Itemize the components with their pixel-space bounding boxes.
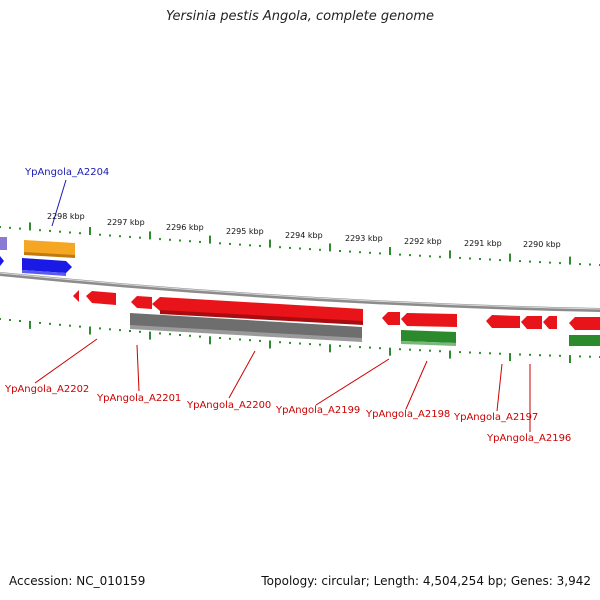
feature-red-a2200-shade	[160, 310, 363, 325]
feature-grey-shade	[130, 325, 362, 342]
feature-red-right[interactable]	[569, 317, 600, 330]
label-ypangola-a2198[interactable]: YpAngola_A2198	[365, 409, 450, 420]
feature-orange-shade	[24, 252, 75, 258]
feature-green-1-shade	[401, 341, 456, 346]
callout-lines	[34, 179, 531, 432]
feature-blue-left[interactable]	[0, 256, 4, 266]
gene-labels: YpAngola_A2204 YpAngola_A2202 YpAngola_A…	[4, 167, 571, 444]
feature-blue-shade	[22, 270, 66, 276]
feature-red-2[interactable]	[86, 291, 116, 305]
feature-red-a2198[interactable]	[401, 313, 457, 327]
label-ypangola-a2200[interactable]: YpAngola_A2200	[186, 400, 271, 411]
label-ypangola-a2196[interactable]: YpAngola_A2196	[486, 433, 571, 444]
genome-backbone	[0, 272, 600, 312]
topology-text: Topology: circular; Length: 4,504,254 bp…	[261, 574, 591, 588]
feature-red-a2200[interactable]	[152, 297, 363, 322]
feature-orange[interactable]	[24, 240, 75, 256]
feature-red-1[interactable]	[73, 290, 79, 302]
feature-purple[interactable]	[0, 237, 7, 250]
label-ypangola-a2201[interactable]: YpAngola_A2201	[96, 393, 181, 404]
scale-label: 2296 kbp	[166, 223, 204, 232]
scale-label: 2294 kbp	[285, 231, 323, 240]
label-ypangola-a2197[interactable]: YpAngola_A2197	[453, 412, 538, 423]
label-ypangola-a2199[interactable]: YpAngola_A2199	[275, 405, 360, 416]
label-ypangola-a2202[interactable]: YpAngola_A2202	[4, 384, 89, 395]
outer-tick-ring	[0, 222, 600, 266]
feature-green-2[interactable]	[569, 335, 600, 346]
scale-label: 2298 kbp	[47, 212, 85, 221]
inner-tick-ring	[0, 318, 600, 364]
feature-red-a2197b[interactable]	[521, 316, 542, 329]
scale-label: 2293 kbp	[345, 234, 383, 243]
feature-red-a2199[interactable]	[382, 312, 400, 325]
feature-red-3[interactable]	[131, 296, 152, 309]
map-title: Yersinia pestis Angola, complete genome	[166, 9, 434, 24]
feature-red-a2196[interactable]	[543, 316, 557, 329]
feature-grey[interactable]	[130, 313, 362, 339]
scale-label: 2292 kbp	[404, 237, 442, 246]
feature-green-1[interactable]	[401, 330, 456, 343]
scale-label: 2297 kbp	[107, 218, 145, 227]
scale-label: 2290 kbp	[523, 240, 561, 249]
scale-label: 2291 kbp	[464, 239, 502, 248]
accession-text: Accession: NC_010159	[9, 574, 146, 588]
scale-labels: 2298 kbp 2297 kbp 2296 kbp 2295 kbp 2294 kbp…	[47, 212, 561, 249]
scale-label: 2295 kbp	[226, 227, 264, 236]
genome-backbone-highlight	[0, 272, 600, 310]
feature-red-a2197a[interactable]	[486, 315, 520, 328]
label-ypangola-a2204[interactable]: YpAngola_A2204	[24, 167, 109, 178]
feature-blue[interactable]	[22, 258, 72, 273]
